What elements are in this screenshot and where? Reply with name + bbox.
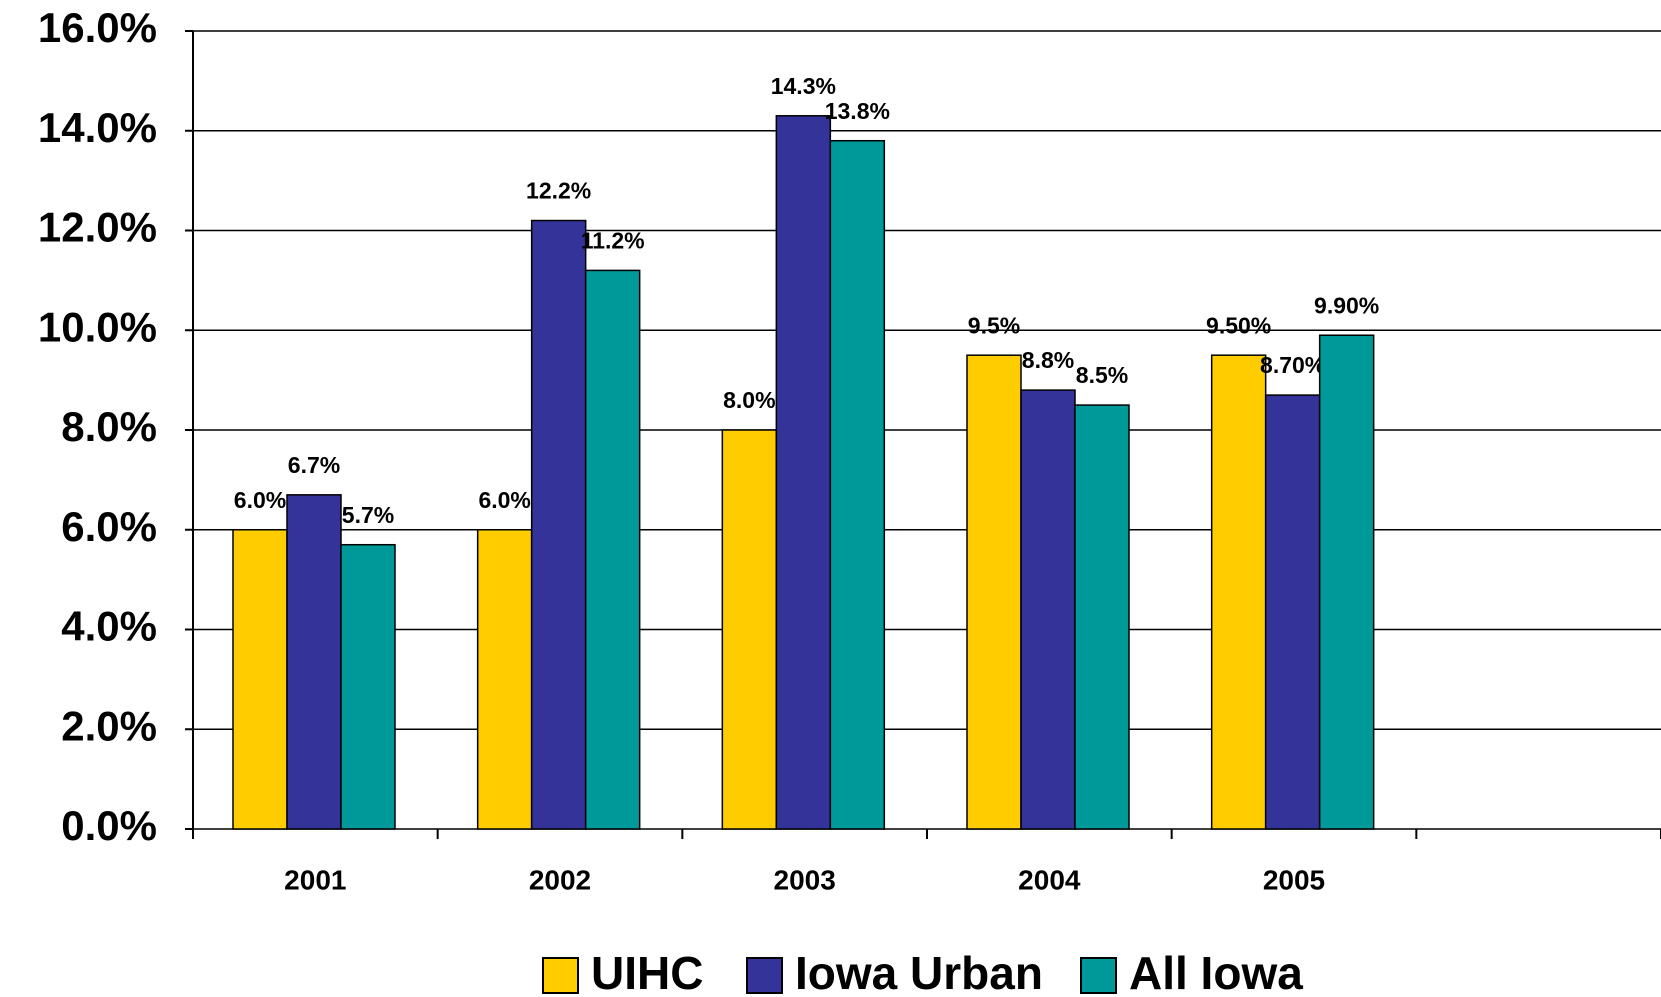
legend-swatch [542,957,579,994]
bar [530,219,587,830]
x-tick-label: 2001 [284,864,346,895]
bar [1074,404,1130,830]
value-label: 9.5% [968,312,1020,338]
value-label: 11.2% [581,227,645,253]
legend-swatch [1080,957,1117,994]
bar [1264,394,1321,830]
y-tick-label: 4.0% [61,603,157,650]
value-label: 9.90% [1314,292,1379,318]
legend-label: UIHC [591,947,703,997]
bar [1318,334,1375,830]
value-label: 6.7% [288,452,340,478]
legend-label: Iowa Urban [795,947,1043,997]
legend-label: All Iowa [1129,947,1303,997]
y-tick-label: 16.0% [38,4,157,51]
bar [232,529,288,830]
value-label: 8.5% [1076,362,1128,388]
x-tick-label: 2002 [529,864,591,895]
y-tick-label: 2.0% [61,702,157,749]
legend-swatch [746,957,783,994]
bar [286,494,342,830]
y-tick-label: 14.0% [38,104,157,151]
y-tick-label: 10.0% [38,303,157,350]
bar [1020,389,1076,830]
bar [829,139,886,830]
y-tick-label: 0.0% [61,802,157,849]
y-tick-label: 8.0% [61,403,157,450]
value-label: 14.3% [771,73,836,99]
x-tick-label: 2003 [774,864,836,895]
value-label: 12.2% [526,178,591,204]
bar [1210,354,1267,830]
value-label: 5.7% [342,502,394,528]
value-label: 8.8% [1022,347,1074,373]
bar [966,354,1022,830]
x-tick-label: 2004 [1018,864,1081,895]
y-tick-label: 12.0% [38,204,157,251]
bar [584,269,641,830]
value-label: 9.50% [1206,312,1271,338]
x-tick-label: 2005 [1263,864,1325,895]
bar [476,529,533,830]
value-label: 6.0% [478,487,530,513]
value-label: 13.8% [825,98,890,124]
value-label: 8.0% [723,387,775,413]
bar [775,115,832,830]
y-tick-label: 6.0% [61,503,157,550]
value-label: 8.70% [1260,352,1325,378]
value-label: 6.0% [234,487,286,513]
bar [721,429,778,830]
bar [340,543,396,830]
